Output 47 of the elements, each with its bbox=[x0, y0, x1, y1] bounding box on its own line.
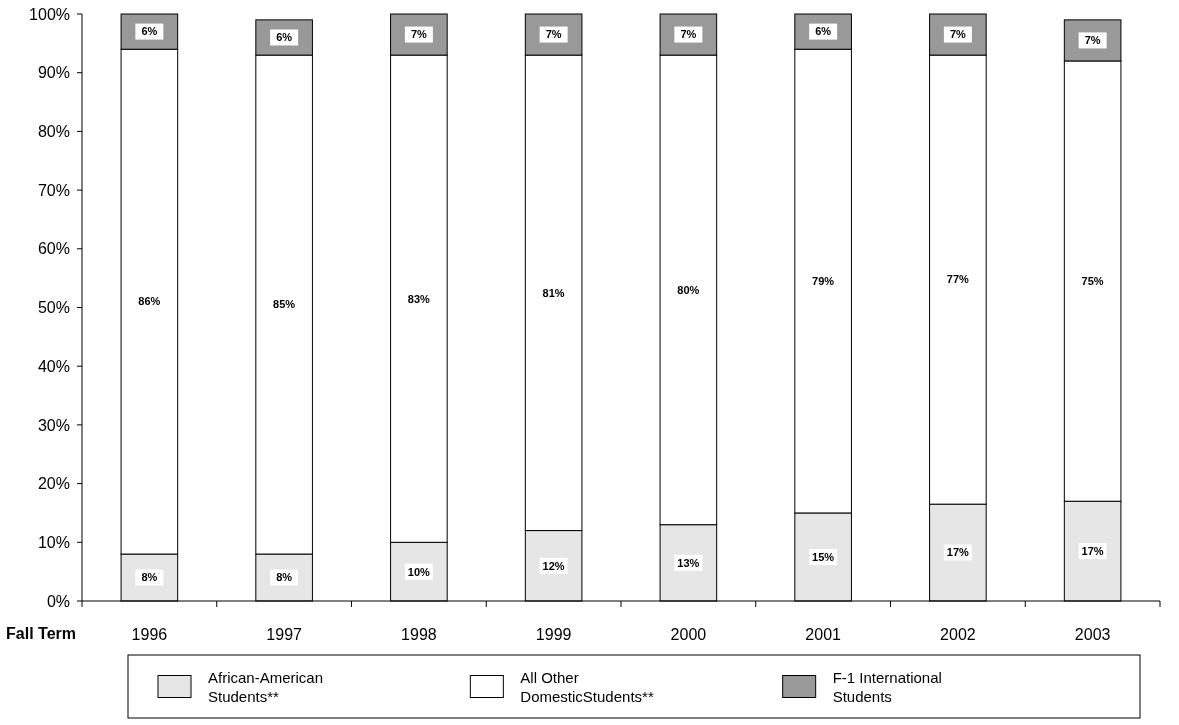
y-tick-label: 70% bbox=[37, 181, 70, 199]
x-tick-label: 2003 bbox=[1074, 626, 1111, 643]
data-label: 15% bbox=[812, 550, 835, 563]
x-axis-title: Fall Term bbox=[6, 625, 76, 642]
data-label: 79% bbox=[812, 274, 835, 287]
x-tick-label: 2001 bbox=[805, 626, 842, 643]
legend-label: All Other DomesticStudents** bbox=[520, 668, 654, 705]
x-tick-label: 1997 bbox=[266, 626, 303, 643]
data-label: 17% bbox=[946, 546, 970, 559]
y-tick-label: 50% bbox=[37, 299, 70, 317]
data-label: 81% bbox=[542, 286, 565, 299]
data-label: 7% bbox=[545, 28, 562, 41]
y-tick-label: 100% bbox=[29, 5, 70, 23]
x-tick-label: 2000 bbox=[670, 626, 707, 643]
data-label: 80% bbox=[677, 283, 700, 296]
y-tick-label: 10% bbox=[37, 533, 70, 551]
x-tick-label: 2002 bbox=[940, 626, 976, 643]
data-label: 7% bbox=[410, 28, 428, 41]
legend-label: African-American Students** bbox=[208, 668, 324, 705]
data-label: 6% bbox=[276, 31, 293, 44]
data-label: 8% bbox=[276, 571, 293, 584]
data-label: 13% bbox=[677, 556, 700, 569]
data-label: 75% bbox=[1081, 274, 1104, 287]
data-label: 6% bbox=[141, 25, 158, 38]
data-label: 17% bbox=[1081, 544, 1104, 557]
data-label: 6% bbox=[815, 25, 832, 38]
data-label: 77% bbox=[946, 273, 970, 286]
y-tick-label: 90% bbox=[37, 64, 70, 82]
y-tick-label: 20% bbox=[37, 475, 70, 493]
x-tick-label: 1996 bbox=[131, 626, 168, 643]
y-tick-label: 0% bbox=[46, 592, 70, 610]
data-label: 8% bbox=[141, 571, 158, 584]
x-tick-label: 1999 bbox=[535, 626, 572, 643]
data-label: 85% bbox=[273, 298, 296, 311]
y-tick-label: 40% bbox=[37, 357, 70, 375]
x-tick-label: 1998 bbox=[401, 626, 437, 643]
data-label: 7% bbox=[680, 28, 697, 41]
y-tick-label: 30% bbox=[37, 416, 70, 434]
data-label: 10% bbox=[407, 565, 431, 578]
legend-label: F-1 International Students bbox=[832, 668, 942, 705]
data-label: 7% bbox=[949, 28, 967, 41]
data-label: 12% bbox=[542, 559, 565, 572]
data-label: 7% bbox=[1084, 34, 1101, 47]
data-label: 86% bbox=[138, 295, 161, 308]
data-label: 83% bbox=[407, 292, 431, 305]
y-tick-label: 60% bbox=[37, 240, 70, 258]
y-tick-label: 80% bbox=[37, 123, 70, 140]
